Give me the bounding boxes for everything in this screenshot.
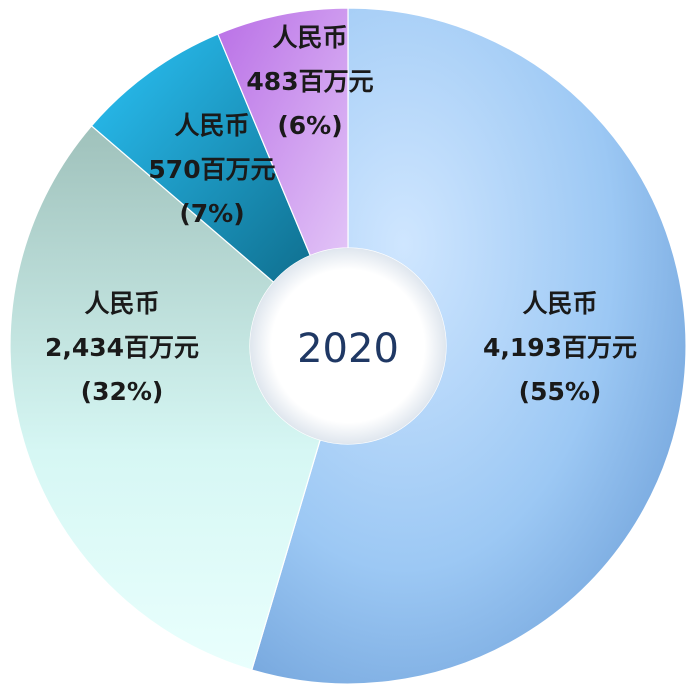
slice-label-1: 人民币 4,193百万元 (55%) bbox=[483, 289, 637, 406]
donut-hole bbox=[250, 248, 446, 444]
slice-label-line: 2,434百万元 bbox=[45, 333, 199, 362]
slice-label-line: (6%) bbox=[277, 111, 342, 140]
slice-label-line: 人民币 bbox=[84, 289, 159, 318]
center-year-label: 2020 bbox=[297, 326, 399, 372]
slice-label-line: (32%) bbox=[81, 377, 164, 406]
slice-label-line: 483百万元 bbox=[246, 67, 373, 96]
slice-label-3: 人民币 570百万元 (7%) bbox=[148, 111, 275, 228]
slice-label-line: 人民币 bbox=[174, 111, 249, 140]
slice-label-line: 人民币 bbox=[522, 289, 597, 318]
slice-label-line: (55%) bbox=[519, 377, 602, 406]
slice-label-2: 人民币 2,434百万元 (32%) bbox=[45, 289, 199, 406]
slice-label-line: 人民币 bbox=[272, 23, 347, 52]
slice-label-line: (7%) bbox=[179, 199, 244, 228]
slice-label-4: 人民币 483百万元 (6%) bbox=[246, 23, 373, 140]
slice-label-line: 4,193百万元 bbox=[483, 333, 637, 362]
slice-label-line: 570百万元 bbox=[148, 155, 275, 184]
